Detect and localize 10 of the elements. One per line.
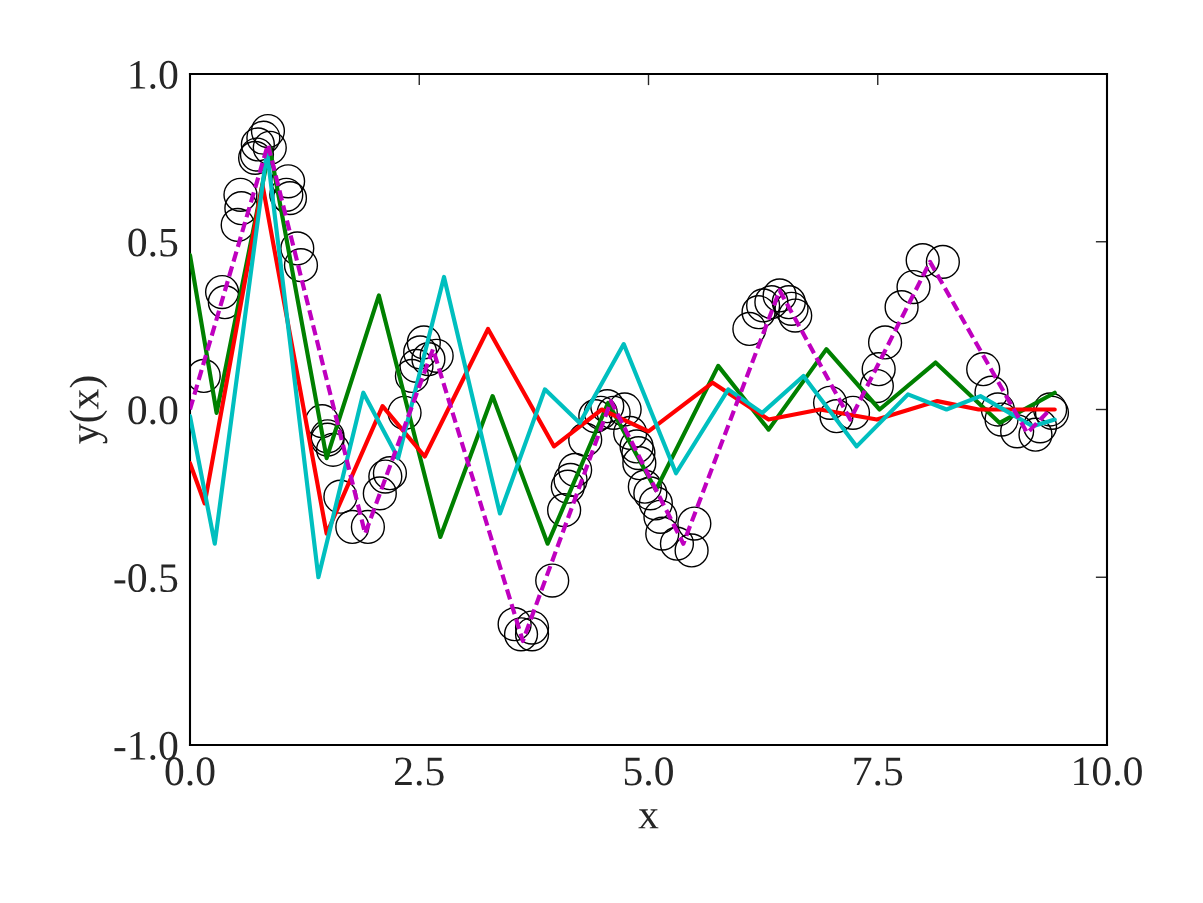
x-tick-label: 7.5: [854, 757, 903, 786]
x-tick-label: 10.0: [1074, 757, 1142, 786]
y-tick-label: -0.5: [114, 564, 178, 593]
x-tick-label: 2.5: [395, 757, 444, 786]
y-axis-title: y(x): [69, 376, 108, 444]
x-axis-title: x: [638, 809, 659, 829]
y-tick-label: 0.0: [128, 396, 178, 425]
x-tick-label: 5.0: [624, 757, 673, 786]
y-tick-label: 0.5: [128, 228, 178, 257]
y-tick-label: 1.0: [130, 60, 178, 90]
